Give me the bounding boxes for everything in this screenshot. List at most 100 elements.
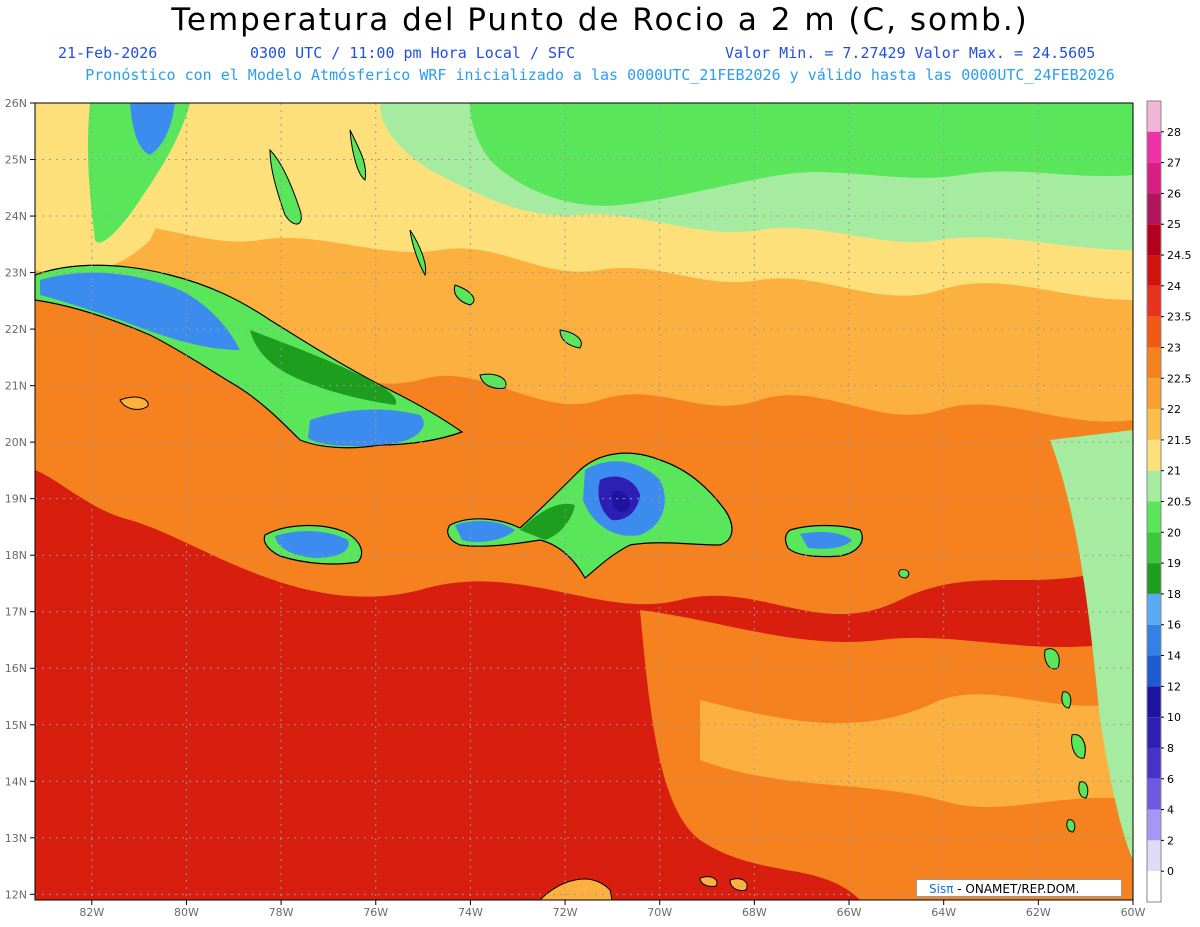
- x-tick-label: 60W: [1121, 906, 1146, 919]
- colorbar: 2827262524.52423.52322.52221.52120.52019…: [1146, 100, 1192, 903]
- bahamas: [269, 129, 582, 389]
- x-tick-label: 66W: [837, 906, 862, 919]
- colorbar-label: 28: [1167, 126, 1181, 139]
- forecast-date: 21-Feb-2026: [58, 44, 158, 62]
- jamaica: [263, 524, 363, 565]
- isla-juventud: [119, 396, 149, 410]
- cuba-blue-east: [308, 409, 424, 446]
- colorbar-swatch: [1147, 470, 1161, 502]
- x-axis: 82W 80W 78W 76W 74W 72W 70W 68W 66W 64W 62W 60W: [79, 900, 1146, 919]
- colorbar-label: 0: [1167, 865, 1174, 878]
- colorbar-label: 22: [1167, 403, 1181, 416]
- colorbar-swatch: [1147, 162, 1161, 194]
- lesser-antilles: [898, 569, 1089, 833]
- colorbar-swatch: [1147, 717, 1161, 748]
- colorbar-label: 10: [1167, 711, 1181, 724]
- colorbar-swatch: [1147, 501, 1161, 533]
- virgin-islands: [898, 569, 910, 579]
- colorbar-swatch: [1147, 409, 1161, 440]
- haiti-blue: [455, 520, 515, 542]
- y-tick-label: 18N: [5, 549, 27, 562]
- colorbar-swatch: [1147, 655, 1161, 687]
- x-tick-label: 62W: [1026, 906, 1051, 919]
- y-tick-label: 24N: [5, 210, 27, 223]
- turks-caicos-island: [479, 373, 507, 389]
- y-tick-label: 19N: [5, 493, 27, 506]
- colorbar-swatch: [1147, 131, 1161, 163]
- colorbar-label: 18: [1167, 588, 1181, 601]
- colorbar-label: 20: [1167, 526, 1181, 539]
- sispi-logo: Sisπ: [929, 882, 954, 896]
- colorbar-label: 24.5: [1167, 249, 1192, 262]
- colorbar-swatch: [1147, 747, 1161, 779]
- cuba-blue-west: [40, 272, 240, 350]
- colorbar-label: 2: [1167, 834, 1174, 847]
- colorbar-label: 23.5: [1167, 311, 1192, 324]
- map-frame: [34, 102, 1134, 901]
- colorbar-label: 26: [1167, 187, 1181, 200]
- long-island: [409, 229, 427, 277]
- x-tick-label: 64W: [931, 906, 956, 919]
- y-axis: 26N 25N 24N 23N 22N 21N 20N 19N 18N 17N 16N 15N 14N 1…: [5, 97, 35, 901]
- colorbar-label: 24: [1167, 280, 1181, 293]
- y-tick-label: 26N: [5, 97, 27, 110]
- acklins-island: [453, 284, 475, 306]
- colorbar-label: 21: [1167, 465, 1181, 478]
- forecast-time: 0300 UTC / 11:00 pm Hora Local / SFC: [250, 44, 576, 62]
- y-tick-label: 16N: [5, 662, 27, 675]
- colorbar-swatch: [1147, 871, 1161, 902]
- andros-island: [269, 148, 302, 225]
- colorbar-label: 20.5: [1167, 496, 1192, 509]
- colorbar-swatch: [1147, 624, 1161, 656]
- hispaniola-dark-green: [520, 503, 575, 540]
- south-america-coast: [538, 876, 748, 901]
- x-tick-label: 74W: [458, 906, 483, 919]
- colorbar-swatch: [1147, 347, 1161, 379]
- x-tick-label: 68W: [742, 906, 767, 919]
- curacao-island: [729, 878, 748, 891]
- colorbar-label: 12: [1167, 680, 1181, 693]
- eleuthera-island: [349, 129, 367, 181]
- colorbar-label: 16: [1167, 619, 1181, 632]
- colorbar-label: 19: [1167, 557, 1181, 570]
- x-tick-label: 70W: [647, 906, 672, 919]
- field-light-orange-se: [700, 694, 1133, 808]
- colorbar-swatch: [1147, 532, 1161, 564]
- colorbar-label: 4: [1167, 804, 1174, 817]
- y-tick-label: 22N: [5, 323, 27, 336]
- colorbar-label: 6: [1167, 773, 1174, 786]
- colorbar-swatch: [1147, 316, 1161, 348]
- field-florida-blue: [130, 103, 175, 155]
- colorbar-swatch: [1147, 686, 1161, 718]
- colorbar-label: 8: [1167, 742, 1174, 755]
- cuba-dark-green: [250, 330, 397, 405]
- colorbar-swatch: [1147, 255, 1161, 286]
- colorbar-label: 21.5: [1167, 434, 1192, 447]
- colorbar-swatch: [1147, 593, 1161, 625]
- colorbar-swatch: [1147, 378, 1161, 410]
- x-tick-label: 80W: [174, 906, 199, 919]
- martinique-island: [1071, 734, 1086, 759]
- x-tick-label: 82W: [79, 906, 104, 919]
- credit-text: - ONAMET/REP.DOM.: [953, 882, 1080, 896]
- colorbar-swatch: [1147, 193, 1161, 225]
- st-lucia-island: [1078, 781, 1089, 799]
- st-vincent-island: [1066, 819, 1076, 833]
- aruba-island: [699, 876, 718, 887]
- x-tick-label: 76W: [363, 906, 388, 919]
- y-tick-label: 23N: [5, 267, 27, 280]
- puerto-rico-blue: [800, 532, 852, 549]
- y-tick-label: 25N: [5, 154, 27, 167]
- colorbar-swatch: [1147, 285, 1161, 317]
- y-tick-label: 17N: [5, 606, 27, 619]
- colorbar-label: 14: [1167, 650, 1181, 663]
- min-max-values: Valor Min. = 7.27429 Valor Max. = 24.560…: [725, 44, 1096, 62]
- colorbar-swatch: [1147, 439, 1161, 471]
- y-tick-label: 15N: [5, 719, 27, 732]
- colorbar-swatch: [1147, 840, 1161, 872]
- colorbar-swatch: [1147, 778, 1161, 810]
- colorbar-label: 25: [1167, 218, 1181, 231]
- map-title: Temperatura del Punto de Rocio a 2 m (C,…: [171, 2, 1029, 38]
- credit-box: Sisπ - ONAMET/REP.DOM.: [916, 879, 1122, 897]
